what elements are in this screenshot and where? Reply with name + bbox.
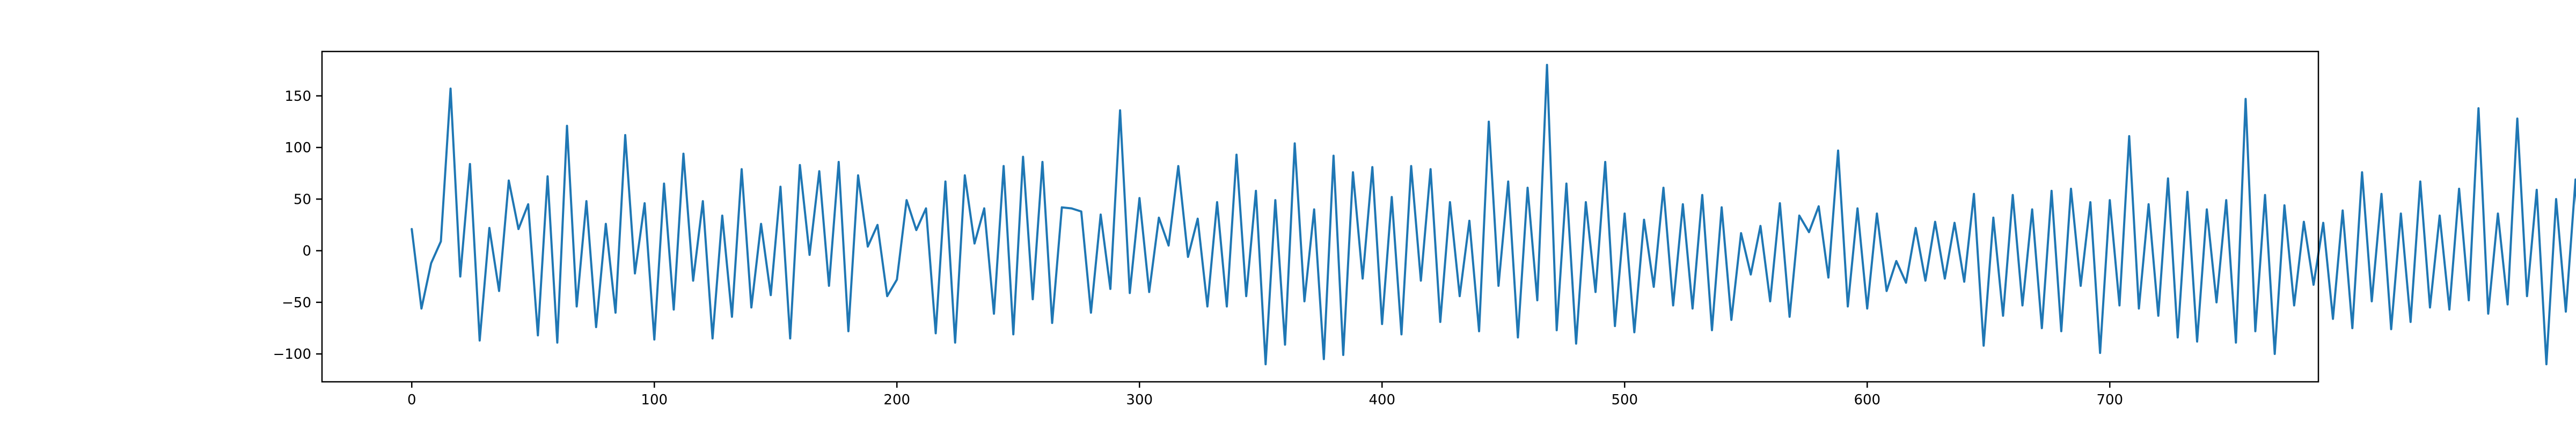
- x-axis: 0 100 200 300 400 500 600 700: [407, 382, 2123, 408]
- y-tick-label: −50: [282, 295, 311, 311]
- y-tick-label: 50: [294, 191, 311, 208]
- x-tick-label: 600: [1854, 392, 1880, 408]
- y-axis: −100 −50 0 50 100 150: [273, 88, 322, 363]
- x-tick-label: 500: [1611, 392, 1638, 408]
- x-tick-label: 700: [2096, 392, 2123, 408]
- x-tick-label: 100: [641, 392, 668, 408]
- y-tick-label: 0: [302, 243, 311, 260]
- y-tick-label: 150: [284, 88, 311, 105]
- y-tick-label: 100: [284, 140, 311, 156]
- y-tick-label: −100: [273, 346, 311, 363]
- axes-frame: [321, 50, 2319, 383]
- plot-area: [411, 64, 2576, 366]
- x-tick-label: 300: [1126, 392, 1153, 408]
- x-tick-label: 400: [1368, 392, 1395, 408]
- series-line: [411, 64, 2576, 366]
- x-tick-label: 200: [883, 392, 910, 408]
- x-tick-label: 0: [407, 392, 416, 408]
